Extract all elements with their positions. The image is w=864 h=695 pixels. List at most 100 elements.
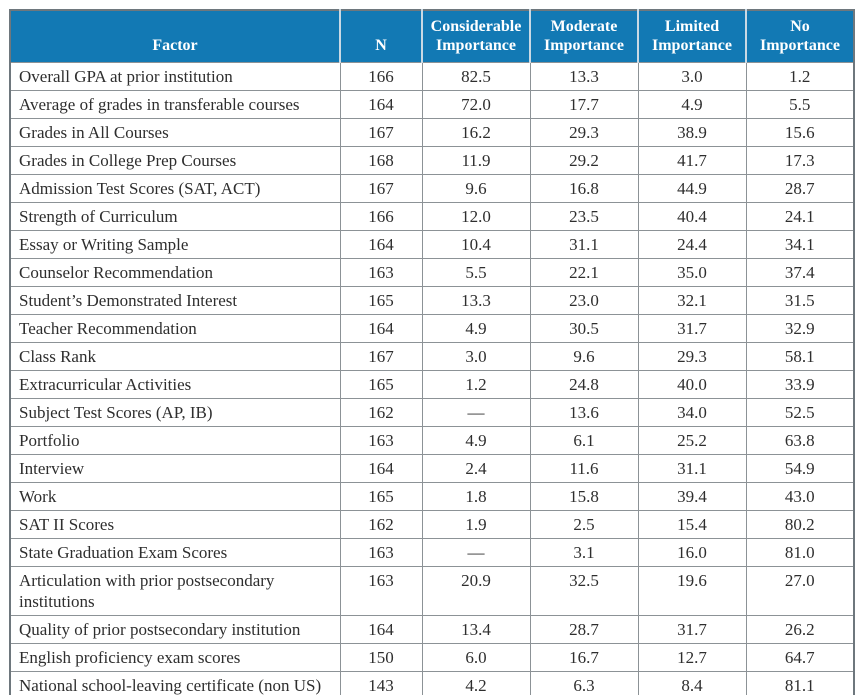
no-importance-cell: 43.0	[745, 482, 855, 511]
factor-cell: State Graduation Exam Scores	[9, 538, 341, 567]
limited-importance-cell: 4.9	[637, 90, 747, 119]
moderate-importance-cell: 13.6	[529, 398, 639, 427]
table-row: Average of grades in transferable course…	[9, 90, 855, 119]
considerable-importance-cell: 1.9	[421, 510, 531, 539]
factor-cell: Extracurricular Activities	[9, 370, 341, 399]
table-row: Overall GPA at prior institution 166 82.…	[9, 62, 855, 91]
no-importance-cell: 15.6	[745, 118, 855, 147]
table-row: Counselor Recommendation 163 5.5 22.1 35…	[9, 258, 855, 287]
n-cell: 143	[339, 671, 423, 695]
factor-cell: SAT II Scores	[9, 510, 341, 539]
limited-importance-cell: 31.1	[637, 454, 747, 483]
n-cell: 167	[339, 174, 423, 203]
no-importance-cell: 54.9	[745, 454, 855, 483]
column-header-factor: Factor	[10, 10, 340, 63]
no-importance-cell: 37.4	[745, 258, 855, 287]
factor-cell: Grades in College Prep Courses	[9, 146, 341, 175]
table-row: Extracurricular Activities 165 1.2 24.8 …	[9, 370, 855, 399]
moderate-importance-cell: 9.6	[529, 342, 639, 371]
no-importance-cell: 26.2	[745, 615, 855, 644]
moderate-importance-cell: 6.3	[529, 671, 639, 695]
column-header-moderate-importance: Moderate Importance	[529, 10, 638, 63]
table-row: Teacher Recommendation 164 4.9 30.5 31.7…	[9, 314, 855, 343]
factor-cell: Student’s Demonstrated Interest	[9, 286, 341, 315]
factor-cell: Quality of prior postsecondary instituti…	[9, 615, 341, 644]
considerable-importance-cell: 13.3	[421, 286, 531, 315]
moderate-importance-cell: 6.1	[529, 426, 639, 455]
factor-cell: Grades in All Courses	[9, 118, 341, 147]
limited-importance-cell: 24.4	[637, 230, 747, 259]
column-header-n: N	[339, 10, 422, 63]
table-row: Admission Test Scores (SAT, ACT) 167 9.6…	[9, 174, 855, 203]
considerable-importance-cell: 1.8	[421, 482, 531, 511]
moderate-importance-cell: 16.8	[529, 174, 639, 203]
no-importance-cell: 27.0	[745, 566, 855, 616]
n-cell: 165	[339, 370, 423, 399]
no-importance-cell: 64.7	[745, 643, 855, 672]
n-cell: 166	[339, 202, 423, 231]
admission-factors-table: Factor N Considerable Importance Moderat…	[9, 9, 855, 695]
table-row: Subject Test Scores (AP, IB) 162 — 13.6 …	[9, 398, 855, 427]
table-row: Essay or Writing Sample 164 10.4 31.1 24…	[9, 230, 855, 259]
n-cell: 164	[339, 454, 423, 483]
factor-cell: Essay or Writing Sample	[9, 230, 341, 259]
limited-importance-cell: 39.4	[637, 482, 747, 511]
limited-importance-cell: 19.6	[637, 566, 747, 616]
table-row: Class Rank 167 3.0 9.6 29.3 58.1	[9, 342, 855, 371]
n-cell: 162	[339, 510, 423, 539]
limited-importance-cell: 41.7	[637, 146, 747, 175]
considerable-importance-cell: —	[421, 398, 531, 427]
no-importance-cell: 81.0	[745, 538, 855, 567]
n-cell: 162	[339, 398, 423, 427]
table-row: Quality of prior postsecondary instituti…	[9, 615, 855, 644]
limited-importance-cell: 31.7	[637, 314, 747, 343]
moderate-importance-cell: 23.5	[529, 202, 639, 231]
n-cell: 164	[339, 314, 423, 343]
no-importance-cell: 17.3	[745, 146, 855, 175]
column-header-considerable-importance: Considerable Importance	[421, 10, 530, 63]
no-importance-cell: 34.1	[745, 230, 855, 259]
table-row: State Graduation Exam Scores 163 — 3.1 1…	[9, 538, 855, 567]
table-row: Grades in College Prep Courses 168 11.9 …	[9, 146, 855, 175]
factor-cell: Subject Test Scores (AP, IB)	[9, 398, 341, 427]
n-cell: 167	[339, 342, 423, 371]
considerable-importance-cell: 1.2	[421, 370, 531, 399]
moderate-importance-cell: 2.5	[529, 510, 639, 539]
limited-importance-cell: 40.4	[637, 202, 747, 231]
limited-importance-cell: 40.0	[637, 370, 747, 399]
moderate-importance-cell: 32.5	[529, 566, 639, 616]
table-row: SAT II Scores 162 1.9 2.5 15.4 80.2	[9, 510, 855, 539]
limited-importance-cell: 38.9	[637, 118, 747, 147]
considerable-importance-cell: 6.0	[421, 643, 531, 672]
no-importance-cell: 81.1	[745, 671, 855, 695]
factor-cell: Admission Test Scores (SAT, ACT)	[9, 174, 341, 203]
considerable-importance-cell: 4.9	[421, 314, 531, 343]
factor-cell: Class Rank	[9, 342, 341, 371]
considerable-importance-cell: 72.0	[421, 90, 531, 119]
moderate-importance-cell: 28.7	[529, 615, 639, 644]
table-row: Grades in All Courses 167 16.2 29.3 38.9…	[9, 118, 855, 147]
moderate-importance-cell: 31.1	[529, 230, 639, 259]
no-importance-cell: 24.1	[745, 202, 855, 231]
limited-importance-cell: 35.0	[637, 258, 747, 287]
factor-cell: English proficiency exam scores	[9, 643, 341, 672]
table-row: English proficiency exam scores 150 6.0 …	[9, 643, 855, 672]
moderate-importance-cell: 23.0	[529, 286, 639, 315]
n-cell: 163	[339, 426, 423, 455]
limited-importance-cell: 44.9	[637, 174, 747, 203]
considerable-importance-cell: 9.6	[421, 174, 531, 203]
moderate-importance-cell: 17.7	[529, 90, 639, 119]
moderate-importance-cell: 15.8	[529, 482, 639, 511]
moderate-importance-cell: 11.6	[529, 454, 639, 483]
limited-importance-cell: 8.4	[637, 671, 747, 695]
moderate-importance-cell: 30.5	[529, 314, 639, 343]
factor-cell: Work	[9, 482, 341, 511]
n-cell: 164	[339, 90, 423, 119]
limited-importance-cell: 31.7	[637, 615, 747, 644]
considerable-importance-cell: 5.5	[421, 258, 531, 287]
factor-cell: National school-leaving certificate (non…	[9, 671, 341, 695]
no-importance-cell: 58.1	[745, 342, 855, 371]
n-cell: 168	[339, 146, 423, 175]
table-row: Interview 164 2.4 11.6 31.1 54.9	[9, 454, 855, 483]
limited-importance-cell: 29.3	[637, 342, 747, 371]
